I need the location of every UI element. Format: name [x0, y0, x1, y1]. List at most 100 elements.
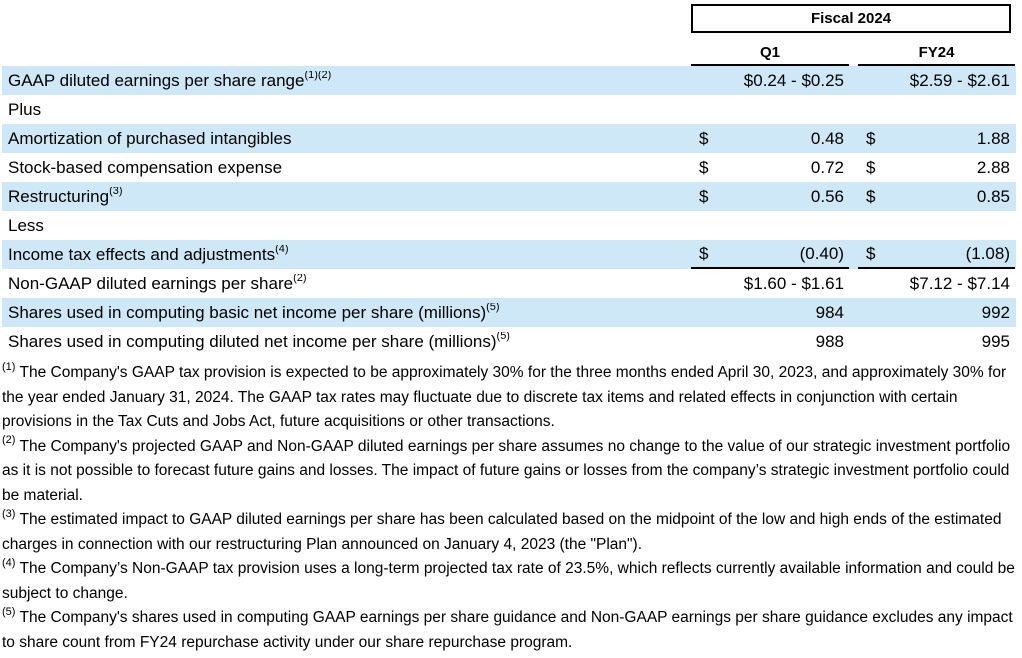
footnote-marker: (2): [2, 434, 16, 447]
cell-value: (1.08): [965, 243, 1010, 263]
footnote-4: (4) The Company’s Non-GAAP tax provision…: [2, 557, 1020, 606]
cell-q1: $1.60 - $1.61: [691, 269, 849, 298]
cell-fy24: $0.85: [858, 182, 1015, 211]
cell-q1: $0.72: [691, 153, 849, 182]
table-row-shares-basic: Shares used in computing basic net incom…: [2, 298, 1016, 327]
currency-symbol: $: [866, 157, 876, 177]
row-label-text: Shares used in computing basic net incom…: [8, 302, 487, 322]
row-label: Restructuring(3): [2, 187, 691, 207]
cell-value: 0.48: [810, 128, 844, 148]
cell-q1: [691, 211, 849, 240]
cell-q1: 988: [691, 327, 849, 356]
footnote-marker: (3): [2, 507, 16, 520]
cell-q1: $ (0.40): [691, 240, 849, 269]
footnote-text: The estimated impact to GAAP diluted ear…: [2, 511, 1002, 553]
cell-value: $7.12 - $7.14: [909, 273, 1010, 293]
cell-value: $1.60 - $1.61: [743, 273, 844, 293]
cell-value: 1.88: [976, 128, 1010, 148]
cell-value: $0.24 - $0.25: [743, 70, 844, 90]
cell-value: 0.56: [810, 186, 844, 206]
row-label-text: Less: [8, 215, 44, 235]
footnote-5: (5) The Company's shares used in computi…: [2, 606, 1020, 655]
row-label: Stock-based compensation expense: [2, 158, 691, 178]
footnote-text: The Company's shares used in computing G…: [2, 609, 1013, 651]
table-row-gaap-eps-range: GAAP diluted earnings per share range(1)…: [2, 66, 1016, 95]
cell-value: 988: [815, 331, 844, 351]
cell-value: 992: [981, 302, 1010, 322]
row-label-text: GAAP diluted earnings per share range: [8, 70, 305, 90]
table-row-income-tax-effects: Income tax effects and adjustments(4) $ (…: [2, 240, 1016, 269]
row-label-text: Stock-based compensation expense: [8, 157, 283, 177]
table-row-shares-diluted: Shares used in computing diluted net inc…: [2, 327, 1016, 356]
cell-q1: $0.24 - $0.25: [691, 66, 849, 95]
cell-q1: [691, 95, 849, 124]
row-label: Shares used in computing diluted net inc…: [2, 332, 691, 352]
row-label: Plus: [2, 100, 691, 120]
column-header-q1: Q1: [691, 44, 849, 66]
row-label-text: Non-GAAP diluted earnings per share: [8, 273, 294, 293]
footnote-ref: (5): [496, 331, 510, 342]
footnote-ref: (2): [293, 273, 307, 284]
row-label: Amortization of purchased intangibles: [2, 129, 691, 149]
footnote-1: (1) The Company's GAAP tax provision is …: [2, 361, 1020, 435]
footnote-marker: (5): [2, 605, 16, 618]
cell-value: 0.72: [810, 157, 844, 177]
footnote-text: The Company’s Non-GAAP tax provision use…: [2, 560, 1015, 602]
cell-fy24: $2.88: [858, 153, 1015, 182]
cell-fy24: 995: [858, 327, 1015, 356]
row-label: Non-GAAP diluted earnings per share(2): [2, 274, 691, 294]
table-row-less-section: Less: [2, 211, 1016, 240]
cell-q1: 984: [691, 298, 849, 327]
cell-fy24: 992: [858, 298, 1015, 327]
table-row-stock-comp: Stock-based compensation expense $0.72 $…: [2, 153, 1016, 182]
footnote-ref: (1)(2): [304, 70, 332, 81]
footnote-2: (2) The Company's projected GAAP and Non…: [2, 435, 1020, 509]
cell-value: (0.40): [799, 243, 844, 263]
eps-guidance-table: Fiscal 2024 Q1 FY24 GAAP diluted earning…: [2, 0, 1016, 356]
footnote-ref: (4): [275, 244, 289, 255]
currency-symbol: $: [699, 243, 709, 263]
cell-q1: $0.56: [691, 182, 849, 211]
cell-fy24: $2.59 - $2.61: [858, 66, 1015, 95]
table-row-non-gaap-eps: Non-GAAP diluted earnings per share(2) $…: [2, 269, 1016, 298]
row-label: Shares used in computing basic net incom…: [2, 303, 691, 323]
currency-symbol: $: [699, 157, 709, 177]
cell-value: 984: [815, 302, 844, 322]
footnote-marker: (4): [2, 556, 16, 569]
cell-value: 995: [981, 331, 1010, 351]
row-label: GAAP diluted earnings per share range(1)…: [2, 71, 691, 91]
row-label-text: Restructuring: [8, 186, 110, 206]
footnote-ref: (5): [486, 302, 500, 313]
currency-symbol: $: [699, 186, 709, 206]
cell-fy24: [858, 211, 1015, 240]
footnote-3: (3) The estimated impact to GAAP diluted…: [2, 508, 1020, 557]
row-label: Income tax effects and adjustments(4): [2, 245, 691, 265]
fiscal-period-row: Fiscal 2024: [2, 4, 1016, 33]
table-row-amortization: Amortization of purchased intangibles $0…: [2, 124, 1016, 153]
currency-symbol: $: [866, 186, 876, 206]
table-row-restructuring: Restructuring(3) $0.56 $0.85: [2, 182, 1016, 211]
cell-value: 2.88: [976, 157, 1010, 177]
cell-fy24: [858, 95, 1015, 124]
footnote-ref: (3): [109, 186, 123, 197]
fiscal-period-header: Fiscal 2024: [691, 4, 1011, 33]
cell-value: $2.59 - $2.61: [909, 70, 1010, 90]
row-label-text: Shares used in computing diluted net inc…: [8, 331, 497, 351]
currency-symbol: $: [699, 128, 709, 148]
footnote-marker: (1): [2, 360, 16, 373]
cell-fy24: $ (1.08): [858, 240, 1015, 269]
footnote-text: The Company's GAAP tax provision is expe…: [2, 364, 1007, 430]
footnote-text: The Company's projected GAAP and Non-GAA…: [2, 437, 1011, 504]
row-label-text: Plus: [8, 99, 42, 119]
cell-fy24: $7.12 - $7.14: [858, 269, 1015, 298]
column-header-row: Q1 FY24: [2, 33, 1016, 66]
currency-symbol: $: [866, 243, 876, 263]
cell-fy24: $1.88: [858, 124, 1015, 153]
row-label: Less: [2, 216, 691, 236]
footnotes-section: (1) The Company's GAAP tax provision is …: [2, 361, 1020, 655]
row-label-text: Amortization of purchased intangibles: [8, 128, 292, 148]
row-label-text: Income tax effects and adjustments: [8, 244, 276, 264]
cell-q1: $0.48: [691, 124, 849, 153]
cell-value: 0.85: [976, 186, 1010, 206]
